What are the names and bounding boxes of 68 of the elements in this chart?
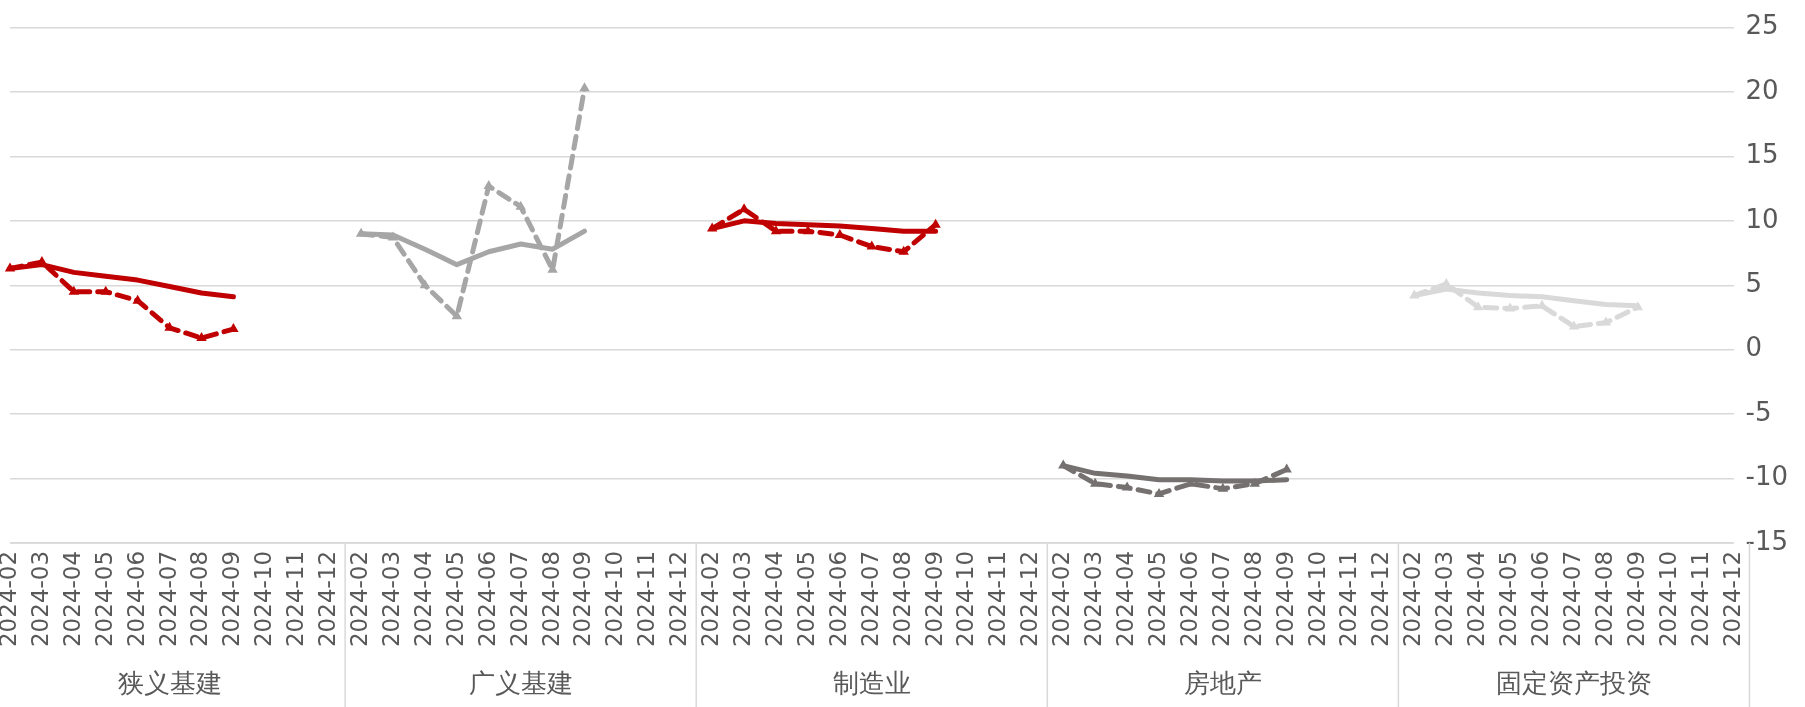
x-tick-label: 2024-04: [409, 550, 436, 648]
x-tick-label: 2024-07: [1558, 550, 1585, 648]
text: 狭义基建: [117, 667, 222, 698]
x-tick-label: 2024-02: [697, 550, 724, 648]
x-tick-label: 2024-02: [1048, 550, 1075, 648]
text: 房地产: [1183, 667, 1262, 698]
x-tick-label: 2024-09: [920, 550, 947, 648]
x-tick-label: 2024-08: [1239, 550, 1266, 648]
x-tick-label: 2024-03: [1431, 550, 1458, 648]
x-tick-label: 2024-11: [633, 550, 660, 648]
x-tick-label: 2024-12: [1367, 550, 1394, 648]
x-tick-label: 2024-07: [1207, 550, 1234, 648]
x-tick-label: 2024-06: [122, 550, 149, 648]
x-tick-label: 2024-12: [1016, 550, 1043, 648]
x-tick-label: 2024-09: [1271, 550, 1298, 648]
y-tick-label: 5: [1745, 268, 1763, 298]
x-tick-label: 2024-08: [186, 550, 213, 648]
x-tick-label: 2024-05: [441, 550, 468, 648]
x-tick-label: 2024-08: [537, 550, 564, 648]
y-tick-label: 25: [1745, 10, 1779, 41]
x-tick-label: 2024-04: [1112, 550, 1139, 648]
x-tick-label: 2024-07: [505, 550, 532, 648]
x-tick-label: 2024-08: [1590, 550, 1617, 648]
x-tick-label: 2024-12: [1718, 550, 1745, 648]
x-tick-label: 2024-04: [1463, 550, 1490, 648]
x-tick-label: 2024-04: [760, 550, 787, 648]
x-tick-label: 2024-09: [218, 550, 245, 648]
x-tick-label: 2024-11: [282, 550, 309, 648]
x-tick-label: 2024-03: [729, 550, 756, 648]
x-tick-label: 2024-08: [888, 550, 915, 648]
x-tick-label: 2024-09: [1622, 550, 1649, 648]
x-tick-label: 2024-05: [1143, 550, 1170, 648]
y-tick-label: 0: [1745, 332, 1763, 363]
x-tick-label: 2024-11: [1335, 550, 1362, 648]
y-tick-label: 15: [1745, 139, 1779, 170]
x-tick-label: 2024-06: [1527, 550, 1553, 648]
x-tick-label: 2024-07: [154, 550, 181, 648]
x-tick-label: 2024-06: [824, 550, 851, 648]
x-tick-label: 2024-04: [58, 550, 85, 648]
x-tick-label: 2024-03: [26, 550, 53, 648]
x-tick-label: 2024-03: [377, 550, 404, 648]
x-tick-label: 2024-05: [90, 550, 117, 648]
x-tick-label: 2024-10: [1654, 550, 1681, 648]
text: 广义基建: [468, 667, 573, 698]
x-tick-label: 2024-02: [346, 550, 373, 648]
x-tick-label: 2024-10: [601, 550, 628, 648]
x-tick-label: 2024-07: [856, 550, 883, 648]
x-tick-label: 2024-06: [1175, 550, 1202, 648]
x-tick-label: 2024-09: [569, 550, 596, 648]
x-tick-label: 2024-12: [665, 550, 692, 648]
y-tick-label: -10: [1745, 461, 1788, 492]
x-tick-label: 2024-10: [1303, 550, 1330, 648]
x-tick-label: 2024-02: [1399, 550, 1426, 648]
x-tick-label: 2024-10: [952, 550, 979, 648]
text: 固定资产投资: [1495, 667, 1652, 698]
x-tick-label: 2024-11: [1686, 550, 1713, 648]
y-tick-label: -5: [1745, 396, 1772, 427]
x-tick-label: 2024-06: [473, 550, 500, 648]
x-tick-label: 2024-10: [250, 550, 277, 648]
y-tick-label: 10: [1745, 203, 1779, 234]
text: 制造业: [832, 667, 911, 698]
x-tick-label: 2024-05: [792, 550, 819, 648]
x-tick-label: 2024-11: [984, 550, 1011, 648]
x-tick-label: 2024-03: [1080, 550, 1107, 648]
x-tick-label: 2024-05: [1495, 550, 1522, 648]
y-tick-label: 20: [1745, 74, 1779, 105]
y-tick-label: -15: [1745, 525, 1788, 556]
x-tick-label: 2024-12: [314, 550, 341, 648]
